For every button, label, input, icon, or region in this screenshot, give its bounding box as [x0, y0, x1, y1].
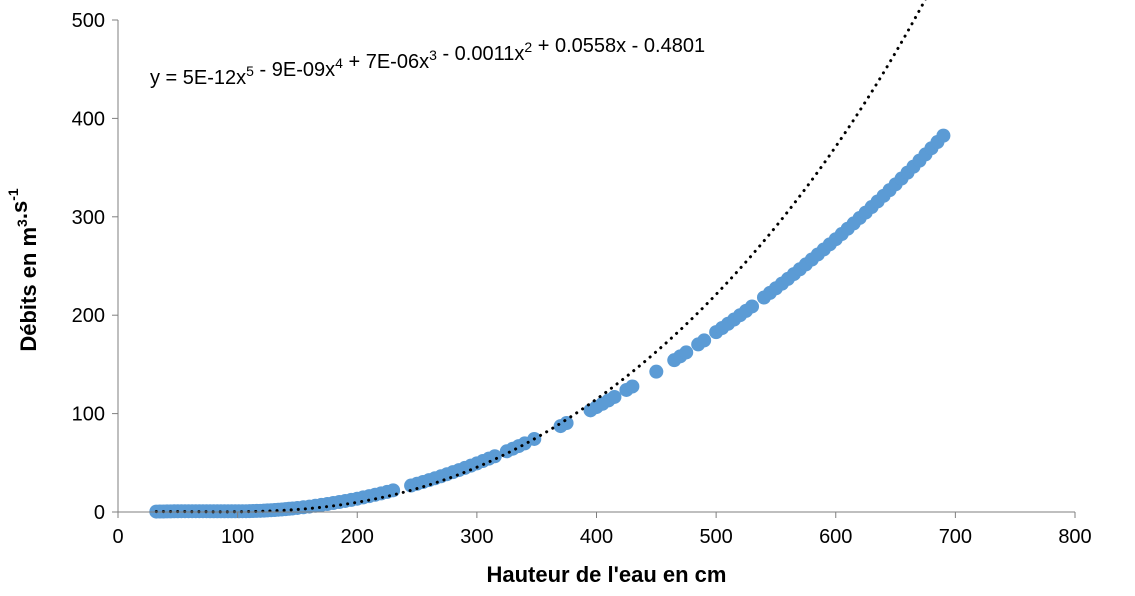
- data-point: [625, 379, 640, 394]
- equation-exponent: 5: [246, 63, 254, 79]
- y-axis-title-part: .s: [7, 201, 32, 219]
- axes-group: [112, 19, 1076, 518]
- y-tick-label: 400: [72, 108, 105, 130]
- equation-term: - 0.0011x: [437, 43, 524, 65]
- y-tick-label: 300: [72, 207, 105, 229]
- y-tick-label: 200: [72, 305, 105, 327]
- data-point: [745, 299, 760, 314]
- trendline-group: [154, 0, 927, 514]
- x-tick-label: 0: [112, 526, 123, 548]
- data-point: [697, 333, 712, 348]
- data-point: [607, 389, 622, 404]
- y-tick-label: 500: [72, 10, 105, 32]
- x-tick-label: 800: [1058, 526, 1091, 548]
- data-point: [559, 416, 574, 431]
- equation-term: - 9E-09x: [254, 59, 335, 81]
- equation-term: y = 5E-12x: [150, 67, 246, 89]
- y-axis-title-superscript: -1: [5, 188, 21, 201]
- x-tick-label: 500: [699, 526, 732, 548]
- tick-labels-group: 0 100 200 300 400 500 600 700 800 0 100 200 300 400 50…: [72, 10, 1092, 548]
- data-points-group: [149, 128, 951, 519]
- data-point: [487, 449, 502, 464]
- x-tick-label: 200: [341, 526, 374, 548]
- equation-exponent: 2: [524, 39, 532, 55]
- x-tick-label: 100: [221, 526, 254, 548]
- y-axis-title: Débits en m3.s-1: [5, 188, 41, 352]
- x-tick-label: 400: [580, 526, 613, 548]
- equation-term: + 7E-06x: [343, 51, 429, 73]
- x-tick-label: 600: [819, 526, 852, 548]
- y-axis-title-part: Débits en m: [16, 227, 41, 352]
- data-point: [679, 345, 694, 360]
- equation-exponent: 4: [335, 55, 343, 71]
- data-point: [649, 364, 664, 379]
- x-axis-title: Hauteur de l'eau en cm: [487, 562, 727, 587]
- data-point: [936, 128, 951, 143]
- trendline: [154, 0, 927, 514]
- y-tick-label: 0: [94, 502, 105, 524]
- equation-term: + 0.0558x - 0.4801: [532, 35, 705, 57]
- y-tick-label: 100: [72, 404, 105, 426]
- x-tick-label: 700: [939, 526, 972, 548]
- x-tick-label: 300: [460, 526, 493, 548]
- trendline-equation: y = 5E-12x5 - 9E-09x4 + 7E-06x3 - 0.0011…: [150, 35, 705, 89]
- equation-exponent: 3: [429, 47, 437, 63]
- y-axis-title-superscript: 3: [14, 219, 30, 227]
